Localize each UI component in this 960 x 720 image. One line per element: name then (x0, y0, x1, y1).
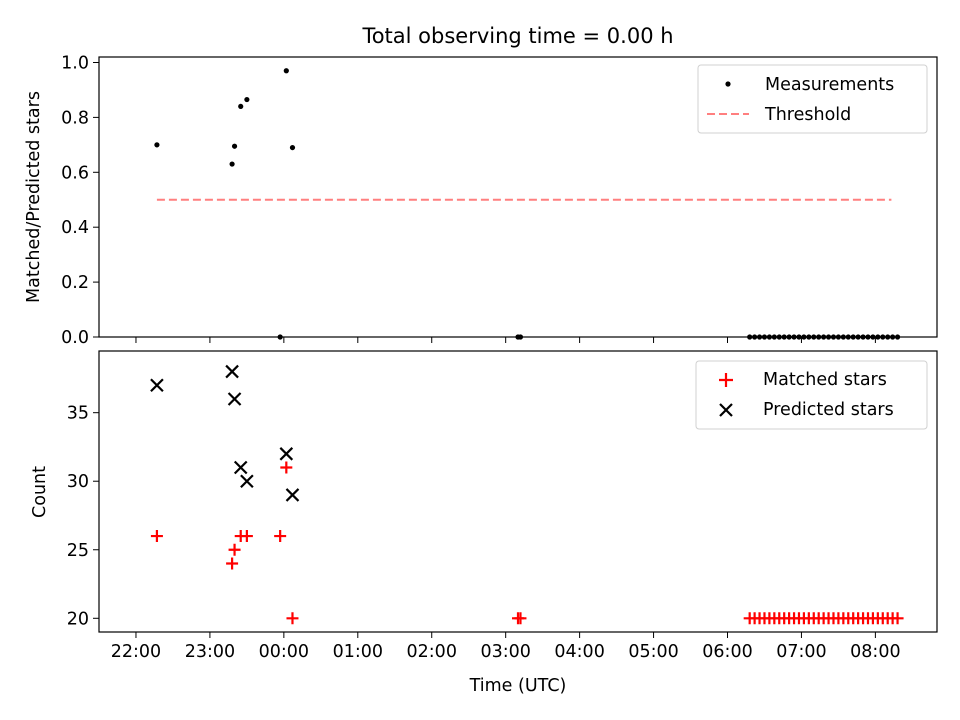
legend-matched-marker (719, 373, 733, 387)
x-tick-label: 06:00 (702, 642, 752, 662)
predicted-star-point (240, 474, 254, 488)
predicted-star-point (285, 488, 300, 502)
y-tick-label: 0.4 (61, 218, 89, 238)
x-tick-label: 04:00 (554, 642, 604, 662)
predicted-star-point (225, 364, 239, 379)
x-tick-label: 23:00 (185, 642, 235, 662)
measurement-point (229, 161, 235, 167)
counts-marks (150, 364, 904, 625)
matched-star-point (286, 612, 299, 625)
top-y-axis-label: Matched/Predicted stars (24, 91, 44, 303)
x-tick-label: 05:00 (628, 642, 678, 662)
y-tick-label: 0.8 (61, 108, 89, 128)
matched-star-point (280, 461, 293, 474)
top-axis-ticks: 0.0 0.2 0.4 0.6 0.8 1.0 (61, 53, 876, 348)
measurement-point (238, 103, 244, 110)
legend-measurements-label: Measurements (765, 75, 894, 95)
measurement-point (231, 143, 238, 149)
matched-star-point (228, 543, 241, 556)
top-legend: Measurements Threshold (697, 64, 928, 134)
matched-star-point (240, 530, 253, 543)
legend-threshold-label: Threshold (764, 105, 851, 125)
y-tick-label: 0.6 (61, 163, 89, 183)
legend-measurements-marker (725, 81, 731, 87)
x-tick-label: 01:00 (333, 642, 383, 662)
predicted-star-point (227, 392, 242, 406)
y-tick-label: 25 (67, 541, 89, 561)
x-tick-label: 22:00 (111, 642, 161, 662)
top-axes-frame (98, 56, 938, 338)
y-tick-label: 35 (67, 404, 89, 424)
y-tick-label: 0.2 (61, 273, 89, 293)
x-tick-label: 08:00 (850, 642, 900, 662)
y-tick-label: 20 (67, 609, 89, 629)
y-tick-label: 0.0 (61, 328, 89, 348)
predicted-star-point (150, 378, 164, 393)
top-legend-box (697, 64, 928, 134)
legend-predicted-label: Predicted stars (763, 400, 894, 420)
measurement-point (244, 96, 250, 103)
matched-star-point (274, 530, 287, 543)
predicted-star-point (233, 460, 248, 475)
bottom-legend-box (695, 360, 928, 430)
bottom-axes-frame (98, 350, 938, 633)
measurement-point (289, 144, 296, 151)
legend-predicted-marker (719, 403, 733, 417)
figure-title: Total observing time = 0.00 h (361, 24, 673, 48)
matched-star-point (891, 612, 904, 625)
measurements-panel: 0.0 0.2 0.4 0.6 0.8 1.0 Matched/Predicted sta… (24, 53, 938, 348)
matched-star-point (226, 557, 239, 570)
measurement-point (154, 142, 160, 148)
x-axis-label: Time (UTC) (469, 676, 567, 696)
bottom-axis-ticks: 20 25 30 35 22:00 23:00 00:00 01:00 02:00 03:00 04… (67, 404, 901, 662)
y-tick-label: 1.0 (61, 53, 89, 73)
predicted-star-point (279, 447, 294, 461)
bottom-y-axis-label: Count (30, 466, 50, 518)
bottom-legend: Matched stars Predicted stars (695, 360, 928, 430)
counts-panel: 20 25 30 35 22:00 23:00 00:00 01:00 02:00 03:00 04… (30, 350, 938, 696)
x-tick-label: 00:00 (259, 642, 309, 662)
x-tick-label: 07:00 (776, 642, 826, 662)
measurement-point (283, 68, 289, 74)
matched-star-point (150, 530, 163, 543)
y-tick-label: 30 (67, 472, 89, 492)
matched-star-point (514, 612, 527, 625)
legend-matched-label: Matched stars (763, 370, 887, 390)
x-tick-label: 02:00 (407, 642, 457, 662)
x-tick-label: 03:00 (480, 642, 530, 662)
